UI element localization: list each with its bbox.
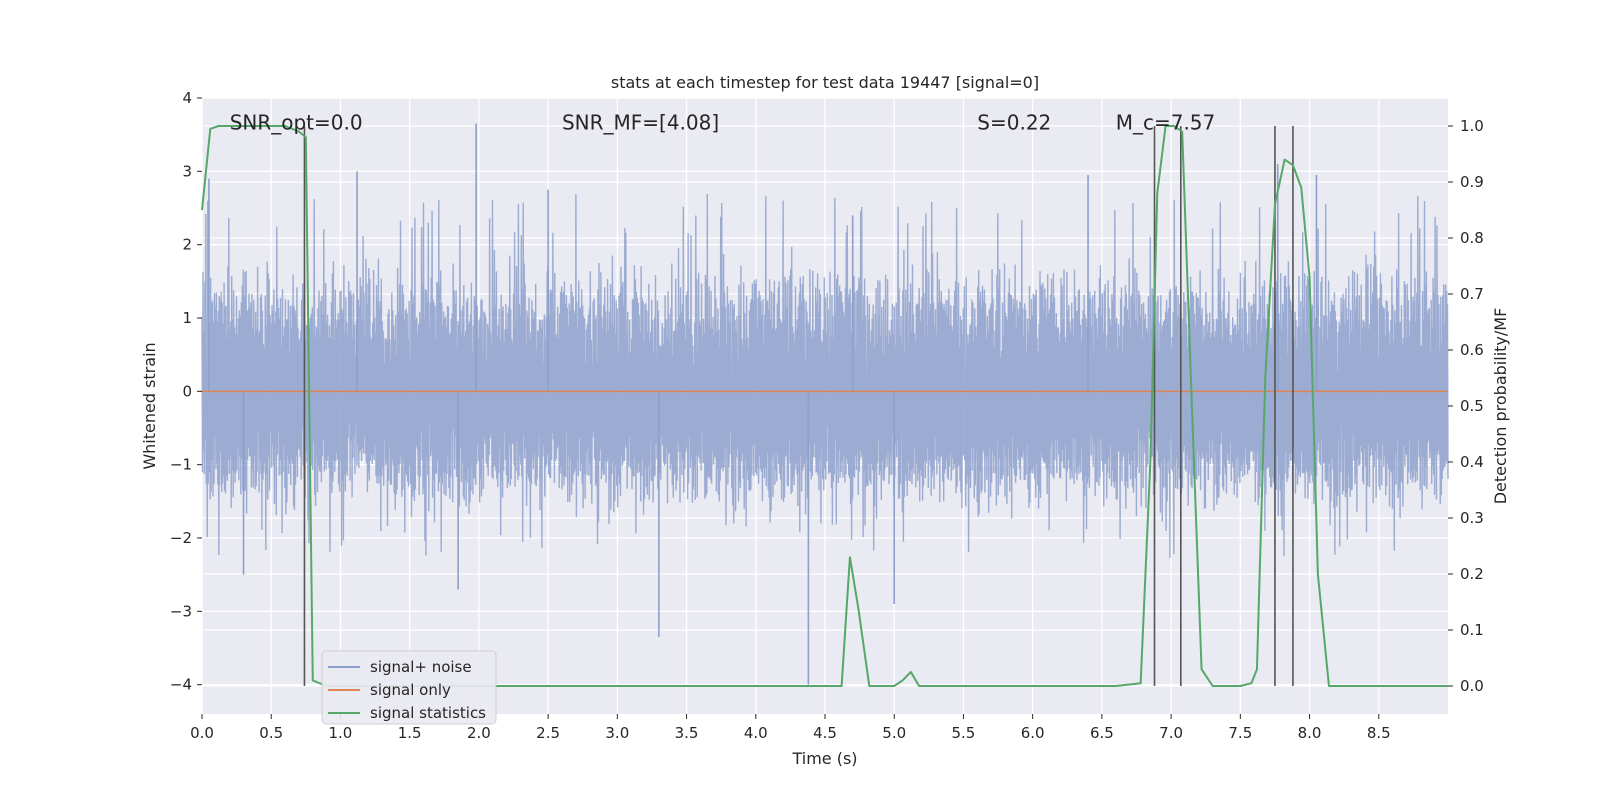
x-tick-label: 4.0 [744, 724, 768, 742]
x-tick-label: 7.5 [1228, 724, 1252, 742]
y-tick-label: −2 [170, 529, 192, 547]
y2-tick-label: 0.6 [1460, 341, 1484, 359]
legend: signal+ noise signal only signal statistic… [321, 650, 497, 725]
x-tick-label: 5.0 [882, 724, 906, 742]
x-tick-label: 1.5 [398, 724, 422, 742]
x-tick-label: 0.5 [259, 724, 283, 742]
y2-tick-label: 0.0 [1460, 677, 1484, 695]
x-tick-label: 8.5 [1367, 724, 1391, 742]
x-tick-label: 1.0 [329, 724, 353, 742]
annotation: M_c=7.57 [1116, 110, 1216, 134]
x-tick-label: 0.0 [190, 724, 214, 742]
series-signal-statistics [201, 125, 1448, 687]
y-tick-label: −1 [170, 456, 192, 474]
y2-tick-label: 0.7 [1460, 285, 1484, 303]
legend-label: signal only [370, 681, 451, 699]
x-tick-label: 6.0 [1021, 724, 1045, 742]
x-tick-label: 3.5 [675, 724, 699, 742]
x-tick-label: 5.5 [952, 724, 976, 742]
y-tick-label: 3 [182, 162, 192, 180]
y2-tick-label: 0.8 [1460, 229, 1484, 247]
chart-title: stats at each timestep for test data 194… [611, 73, 1039, 92]
y2-tick-label: 1.0 [1460, 117, 1484, 135]
series-signal-noise [201, 193, 1449, 559]
y2-tick-label: 0.1 [1460, 621, 1484, 639]
x-tick-label: 3.0 [605, 724, 629, 742]
y-tick-label: −3 [170, 602, 192, 620]
x-tick-label: 4.5 [813, 724, 837, 742]
x-tick-label: 6.5 [1090, 724, 1114, 742]
annotation: S=0.22 [977, 110, 1051, 134]
legend-label: signal+ noise [370, 658, 472, 676]
x-tick-label: 2.0 [467, 724, 491, 742]
y-tick-label: 2 [182, 236, 192, 254]
legend-label: signal statistics [370, 704, 486, 722]
y2-tick-label: 0.3 [1460, 509, 1484, 527]
y2-tick-label: 0.2 [1460, 565, 1484, 583]
y-tick-label: −4 [170, 676, 192, 694]
legend-box [321, 650, 497, 725]
y2-axis-label: Detection probability/MF [1491, 308, 1510, 505]
y2-tick-label: 0.4 [1460, 453, 1484, 471]
y2-tick-label: 0.9 [1460, 173, 1484, 191]
y-tick-label: 0 [182, 382, 192, 400]
x-tick-label: 7.0 [1159, 724, 1183, 742]
annotation: SNR_opt=0.0 [230, 110, 363, 134]
annotation: SNR_MF=[4.08] [562, 110, 719, 134]
y-axis-label: Whitened strain [140, 342, 159, 469]
x-axis-label: Time (s) [791, 749, 857, 768]
x-tick-label: 2.5 [536, 724, 560, 742]
y-tick-label: 1 [182, 309, 192, 327]
y2-tick-label: 0.5 [1460, 397, 1484, 415]
y-tick-label: 4 [182, 89, 192, 107]
x-tick-label: 8.0 [1298, 724, 1322, 742]
